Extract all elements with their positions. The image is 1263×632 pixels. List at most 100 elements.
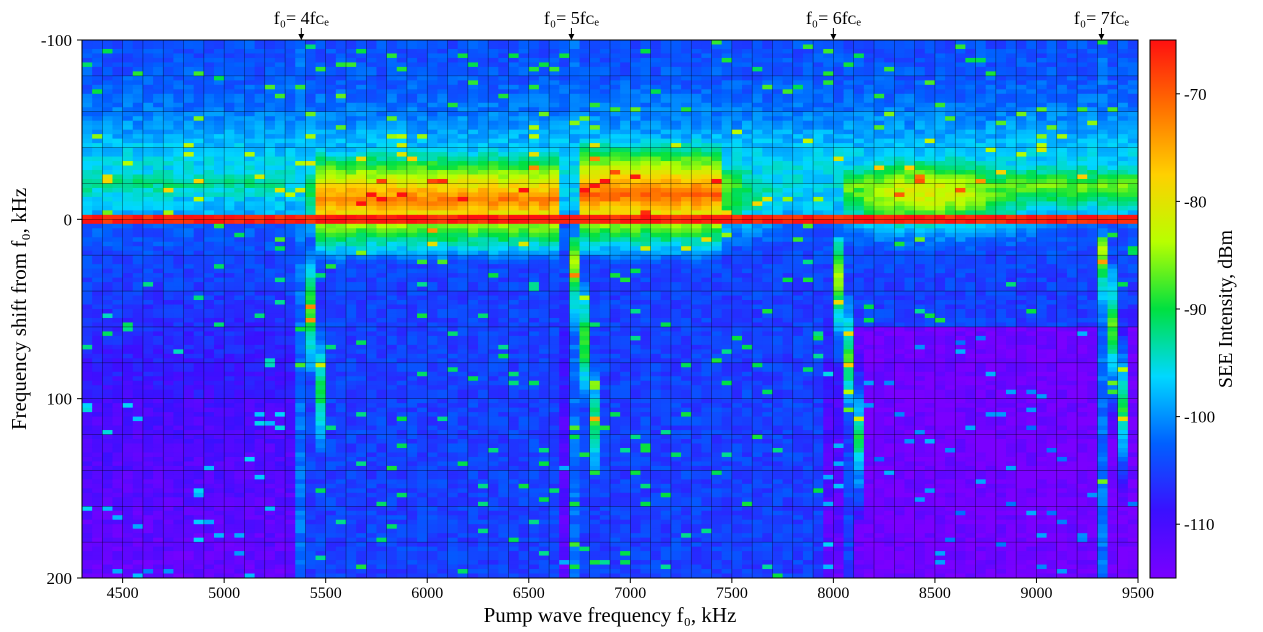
heatmap-cell [386, 66, 398, 72]
heatmap-cell [802, 205, 814, 211]
heatmap-cell [285, 53, 296, 59]
heatmap-cell [945, 165, 956, 171]
heatmap-cell [823, 183, 834, 189]
heatmap-cell [315, 111, 327, 117]
heatmap-cell [274, 228, 286, 234]
heatmap-cell [1107, 98, 1119, 104]
heatmap-cell [356, 210, 367, 216]
heatmap-cell [995, 165, 1007, 171]
heatmap-cell [1066, 250, 1078, 256]
heatmap-cell [234, 250, 246, 256]
heatmap-cell [295, 152, 306, 158]
heatmap-cell [853, 53, 865, 59]
heatmap-cell [325, 57, 337, 64]
heatmap-cell [833, 107, 845, 113]
heatmap-cell [467, 134, 479, 140]
heatmap-cell [386, 192, 398, 198]
heatmap-cell [833, 196, 845, 202]
heatmap-cell [559, 125, 570, 131]
heatmap-cell [711, 228, 723, 234]
heatmap-cell [488, 196, 499, 202]
heatmap-cell [335, 210, 347, 216]
heatmap-cell [224, 40, 235, 46]
heatmap-cell [660, 214, 672, 220]
heatmap-cell [538, 174, 550, 180]
heatmap-cell [214, 165, 225, 171]
heatmap-cell [528, 125, 540, 131]
heatmap-cell [701, 75, 713, 81]
heatmap-cell [914, 102, 926, 108]
heatmap-cell [132, 228, 144, 234]
heatmap-cell [457, 214, 469, 220]
heatmap-cell [244, 80, 256, 86]
heatmap-cell [457, 84, 469, 90]
heatmap-cell [92, 111, 103, 117]
heatmap-cell [346, 210, 357, 216]
heatmap-cell [254, 156, 266, 162]
heatmap-cell [488, 93, 499, 99]
heatmap-cell [82, 161, 93, 167]
heatmap-cell [579, 250, 591, 256]
heatmap-cell [325, 93, 337, 99]
heatmap-cell [843, 57, 855, 64]
heatmap-cell [203, 219, 215, 225]
heatmap-cell [955, 75, 966, 81]
heatmap-cell [406, 125, 418, 131]
heatmap-cell [934, 143, 946, 149]
heatmap-cell [762, 246, 774, 252]
heatmap-cell [153, 187, 164, 194]
heatmap-cell [589, 210, 601, 216]
heatmap-cell [1127, 71, 1138, 77]
heatmap-cell [559, 214, 570, 220]
heatmap-cell [417, 53, 428, 59]
heatmap-cell [1107, 183, 1119, 189]
heatmap-cell [681, 223, 692, 229]
heatmap-cell [599, 48, 611, 55]
heatmap-cell [752, 161, 763, 167]
heatmap-cell [843, 183, 855, 189]
heatmap-cell [112, 66, 124, 72]
heatmap-cell [863, 62, 875, 68]
heatmap-cell [193, 66, 205, 72]
heatmap-cell [335, 174, 347, 180]
heatmap-cell [1016, 98, 1027, 104]
heatmap-cell [965, 196, 977, 202]
heatmap-cell [274, 116, 286, 122]
heatmap-cell [173, 80, 185, 86]
heatmap-cell [823, 84, 834, 90]
heatmap-cell [112, 178, 124, 185]
heatmap-cell [833, 205, 845, 211]
heatmap-cell [427, 161, 438, 167]
heatmap-cell [599, 205, 611, 211]
heatmap-cell [843, 134, 855, 140]
heatmap-cell [183, 250, 195, 256]
heatmap-cell [1036, 228, 1048, 234]
heatmap-cell [772, 170, 784, 176]
heatmap-cell [488, 89, 499, 95]
heatmap-cell [752, 237, 763, 243]
heatmap-cell [163, 129, 174, 135]
heatmap-cell [386, 183, 398, 189]
heatmap-cell [833, 143, 845, 149]
heatmap-cell [1046, 71, 1058, 77]
heatmap-cell [843, 214, 855, 220]
heatmap-cell [274, 152, 286, 158]
heatmap-cell [975, 147, 987, 153]
heatmap-cell [752, 75, 763, 81]
heatmap-cell [924, 156, 936, 162]
heatmap-cell [417, 66, 428, 72]
heatmap-cell [701, 40, 713, 46]
heatmap-cell [447, 147, 459, 153]
heatmap-cell [112, 107, 124, 113]
heatmap-cell [1087, 219, 1098, 225]
heatmap-cell [924, 138, 936, 144]
heatmap-cell [813, 183, 824, 189]
heatmap-cell [1036, 232, 1048, 238]
heatmap-cell [447, 120, 459, 126]
heatmap-cell [325, 143, 337, 149]
heatmap-cell [234, 178, 246, 185]
heatmap-cell [549, 71, 560, 77]
heatmap-cell [934, 84, 946, 90]
heatmap-cell [731, 48, 743, 55]
heatmap-cell [132, 134, 144, 140]
